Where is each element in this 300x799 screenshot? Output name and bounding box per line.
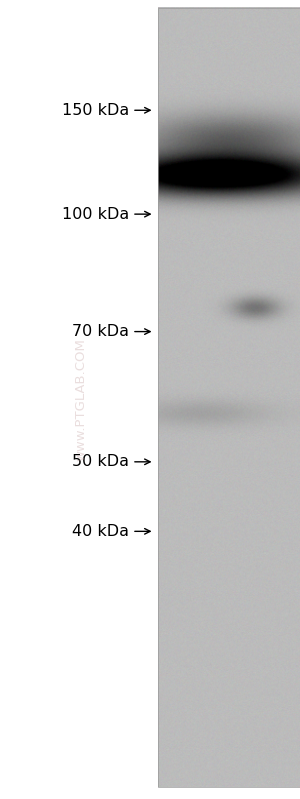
Bar	[158, 8, 300, 787]
Text: www.PTGLAB.COM: www.PTGLAB.COM	[74, 338, 88, 461]
Text: 40 kDa: 40 kDa	[72, 524, 129, 539]
Text: 150 kDa: 150 kDa	[62, 103, 129, 117]
Text: 50 kDa: 50 kDa	[72, 455, 129, 469]
Text: 70 kDa: 70 kDa	[72, 324, 129, 339]
Text: 100 kDa: 100 kDa	[62, 207, 129, 221]
